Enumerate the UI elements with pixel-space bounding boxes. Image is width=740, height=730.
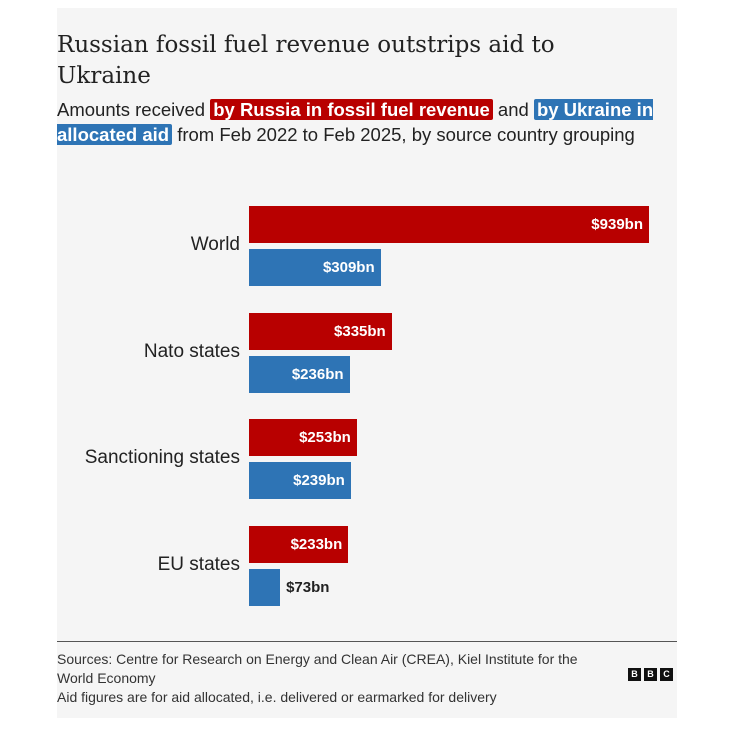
value-label: $939bn <box>591 216 643 233</box>
chart-panel: Russian fossil fuel revenue outstrips ai… <box>57 8 677 718</box>
logo-letter: C <box>660 668 673 681</box>
value-label: $309bn <box>322 259 375 276</box>
bar-ukraine <box>249 355 350 393</box>
logo-letter: B <box>628 668 641 681</box>
value-label: $335bn <box>334 322 386 340</box>
subtitle-mid: and <box>492 99 534 120</box>
legend-russia: by Russia in fossil fuel revenue <box>210 99 493 120</box>
bar-russia <box>249 206 649 243</box>
value-label: $239bn <box>293 472 345 489</box>
value-label: $73bn <box>286 578 330 596</box>
bar-russia <box>249 525 349 563</box>
value-label: $253bn <box>299 429 351 446</box>
category-label: EU states <box>157 553 240 575</box>
bar-chart: World $939bn $309bn Nato states $335bn $236bn… <box>57 8 677 718</box>
value-label: $236bn <box>291 365 344 383</box>
bar-russia <box>249 419 357 456</box>
sources-text: Sources: Centre for Research on Energy a… <box>57 651 578 686</box>
logo-letter: B <box>644 668 657 681</box>
footer: Sources: Centre for Research on Energy a… <box>57 650 617 707</box>
bar-ukraine <box>249 462 351 499</box>
bar-ukraine <box>249 568 281 606</box>
subtitle-pre: Amounts received <box>57 99 211 120</box>
subtitle-post: from Feb 2022 to Feb 2025, by source cou… <box>172 124 635 145</box>
chart-subtitle: Amounts received by Russia in fossil fue… <box>57 97 657 147</box>
category-label: Sanctioning states <box>84 447 240 468</box>
category-label: World <box>190 234 240 255</box>
bar-ukraine <box>249 249 381 286</box>
value-label: $233bn <box>290 535 343 553</box>
note-text: Aid figures are for aid allocated, i.e. … <box>57 689 497 705</box>
category-label: Nato states <box>143 340 240 362</box>
chart-title: Russian fossil fuel revenue outstrips ai… <box>57 32 555 89</box>
bar-russia <box>249 312 392 350</box>
footer-divider <box>57 641 677 642</box>
